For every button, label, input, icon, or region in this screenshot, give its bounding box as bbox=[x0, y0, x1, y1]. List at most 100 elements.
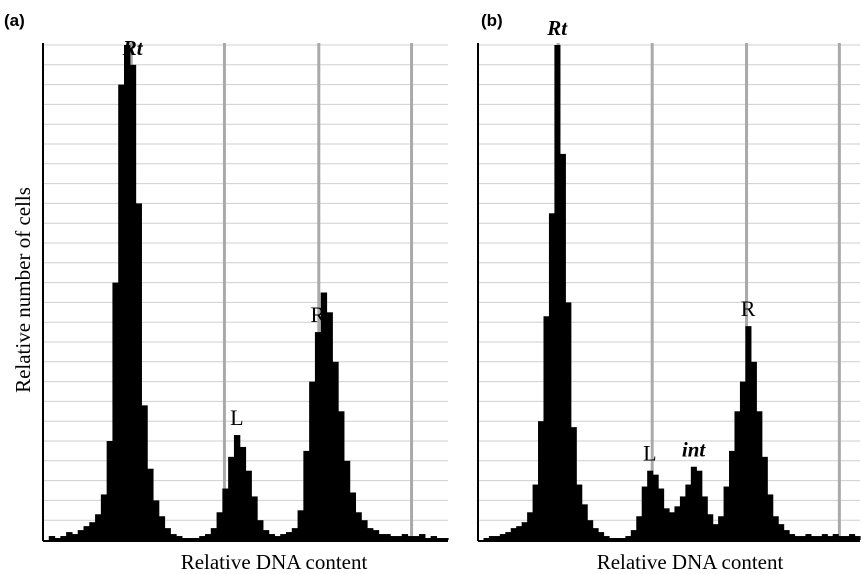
histogram-bar bbox=[158, 516, 166, 540]
histogram-bar bbox=[205, 534, 212, 540]
histogram-bar bbox=[367, 528, 374, 540]
histogram-bar bbox=[89, 522, 96, 540]
histogram-bar bbox=[106, 441, 114, 540]
histogram-bar bbox=[756, 411, 763, 540]
histogram-bar bbox=[187, 538, 195, 540]
histogram-bar bbox=[181, 538, 189, 540]
histogram-bar bbox=[598, 532, 605, 540]
histogram-bar bbox=[170, 534, 177, 540]
histogram-bar bbox=[494, 536, 501, 540]
histogram-bar bbox=[647, 470, 654, 540]
histogram-bar bbox=[280, 534, 287, 540]
histogram-bar bbox=[147, 468, 154, 540]
histogram-bar bbox=[690, 466, 697, 540]
histogram-bar bbox=[701, 496, 708, 540]
histogram-bar bbox=[576, 484, 583, 540]
histogram-bar bbox=[641, 486, 648, 540]
histogram-bar bbox=[816, 536, 823, 540]
histogram-bar bbox=[349, 492, 357, 540]
histogram-bar bbox=[112, 282, 119, 540]
peak-label-int: int bbox=[682, 438, 707, 462]
histogram-bar bbox=[164, 528, 171, 540]
histogram-bar bbox=[314, 332, 322, 540]
histogram-bar bbox=[734, 411, 741, 540]
histogram-bar bbox=[251, 496, 258, 540]
histogram-bar bbox=[77, 530, 85, 540]
histogram-bar bbox=[827, 536, 834, 540]
peak-label-l: L bbox=[230, 405, 243, 430]
histogram-bar bbox=[718, 516, 725, 540]
histogram-bar bbox=[810, 536, 817, 540]
histogram-bar bbox=[233, 435, 241, 540]
histogram-bar bbox=[630, 530, 637, 540]
histogram-bar bbox=[245, 470, 252, 540]
histogram-bar bbox=[488, 536, 495, 540]
histogram-bar bbox=[854, 536, 861, 540]
histogram-bar bbox=[739, 381, 746, 540]
histogram-bar bbox=[527, 512, 534, 540]
histogram-bar bbox=[222, 488, 229, 540]
peak-label-r: R bbox=[310, 302, 325, 327]
histogram-bar bbox=[636, 516, 643, 540]
panel-a-axes bbox=[42, 43, 448, 542]
histogram-bar bbox=[442, 538, 449, 540]
panel-a-gridlines bbox=[43, 44, 448, 521]
histogram-bar bbox=[100, 494, 108, 540]
histogram-bar bbox=[625, 536, 632, 540]
panel-a-bars bbox=[48, 45, 449, 541]
histogram-bar bbox=[783, 530, 790, 540]
histogram-bar bbox=[83, 526, 90, 540]
histogram-bar bbox=[614, 538, 621, 540]
histogram-bar bbox=[320, 292, 328, 540]
histogram-bar bbox=[674, 506, 681, 540]
histogram-bar bbox=[210, 528, 218, 540]
histogram-bar bbox=[669, 512, 676, 540]
histogram-bar bbox=[291, 528, 299, 540]
panel-b-gridlines bbox=[478, 44, 860, 521]
histogram-bar bbox=[309, 381, 316, 540]
histogram-bar bbox=[239, 446, 247, 540]
histogram-bar bbox=[761, 456, 768, 540]
histogram-bar bbox=[679, 496, 686, 540]
histogram-bar bbox=[658, 488, 665, 540]
histogram-bar bbox=[262, 530, 270, 540]
histogram-bar bbox=[794, 536, 801, 540]
histogram-bar bbox=[587, 520, 594, 540]
histogram-bar bbox=[355, 512, 362, 540]
histogram-bar bbox=[95, 514, 102, 540]
histogram-bar bbox=[436, 538, 443, 540]
histogram-bar bbox=[135, 203, 142, 540]
peak-label-l: L bbox=[643, 441, 656, 466]
histogram-bar bbox=[372, 530, 380, 540]
histogram-bar bbox=[696, 470, 703, 540]
histogram-bar bbox=[274, 536, 281, 540]
panel-a-x-axis-title: Relative DNA content bbox=[181, 550, 368, 574]
histogram-bar bbox=[805, 534, 812, 540]
histogram-bar bbox=[326, 312, 333, 540]
histogram-bar bbox=[767, 494, 774, 540]
histogram-bar bbox=[303, 450, 310, 540]
histogram-bar bbox=[538, 421, 545, 540]
histogram-bar bbox=[608, 538, 616, 540]
histogram-bar bbox=[390, 536, 397, 540]
panel-b-vertical-lines bbox=[556, 43, 841, 540]
histogram-bar bbox=[338, 411, 345, 540]
histogram-bar bbox=[745, 326, 752, 540]
histogram-bar bbox=[685, 484, 692, 540]
histogram-bar bbox=[548, 213, 555, 541]
histogram-bar bbox=[384, 534, 391, 540]
histogram-bar bbox=[71, 534, 79, 540]
histogram-bar bbox=[821, 534, 828, 540]
histogram-bar bbox=[268, 534, 276, 540]
histogram-bar bbox=[176, 536, 183, 540]
panel-a-peak-labels: Rt L R bbox=[122, 36, 326, 430]
histogram-bar bbox=[66, 532, 73, 540]
histogram-bar bbox=[772, 516, 779, 540]
histogram-bar bbox=[799, 536, 807, 540]
panel-a-vertical-lines bbox=[129, 43, 414, 540]
histogram-bar bbox=[199, 536, 206, 540]
y-axis-title: Relative number of cells bbox=[11, 187, 35, 393]
histogram-bar bbox=[729, 450, 736, 540]
histogram-bar bbox=[505, 532, 512, 540]
histogram-bar bbox=[48, 536, 56, 540]
